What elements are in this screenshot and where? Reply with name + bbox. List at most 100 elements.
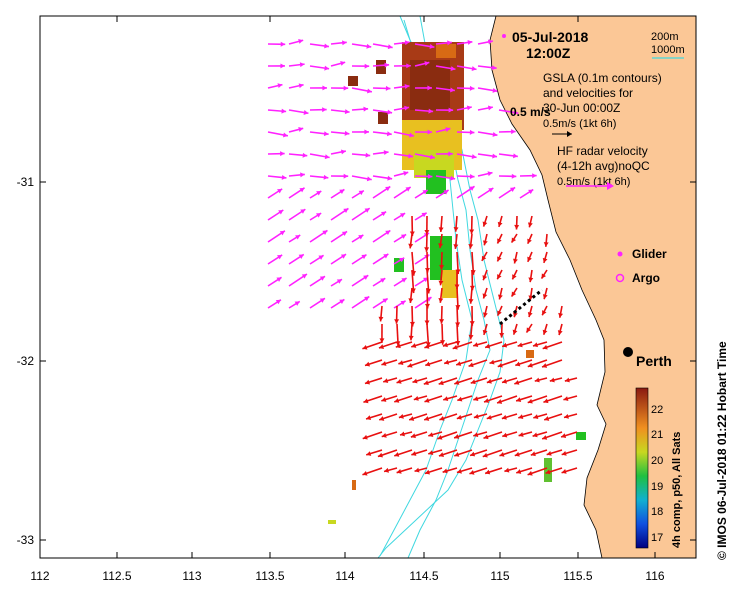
hf-vector-head <box>277 83 283 89</box>
gsla-vector-head <box>469 285 475 291</box>
hf-vector-head <box>467 39 473 45</box>
gsla-vector-head <box>454 452 460 457</box>
hf-vector-head <box>448 107 454 113</box>
gsla-vector-head <box>526 327 532 333</box>
gsla-vector-head <box>564 377 570 383</box>
hf-vector-head <box>344 130 350 136</box>
gsla-vector-head <box>542 329 548 335</box>
gsla-vector-head <box>414 467 420 473</box>
gsla-vector-head <box>501 378 508 384</box>
hf-vector-head <box>404 84 410 89</box>
gsla-vector-head <box>542 257 548 263</box>
hf-vector-head <box>469 129 475 135</box>
gsla-vector-head <box>379 416 385 421</box>
hf-vector-head <box>387 109 393 115</box>
hf-vector-head <box>358 190 364 196</box>
hf-vector-head <box>401 278 407 283</box>
gsla-vector-head <box>541 273 547 279</box>
hf-vector-head <box>358 234 364 240</box>
hf-vector-head <box>492 132 498 137</box>
gsla-vector-head <box>377 452 383 458</box>
gsla-vector-head <box>378 316 384 322</box>
hf-vector-head <box>364 208 370 213</box>
gsla-vector-head <box>518 414 524 420</box>
gsla-vector-head <box>527 398 533 404</box>
gsla-vector-head <box>504 467 510 473</box>
hf-vector-head <box>469 186 475 191</box>
sst-pixel-green-1 <box>394 258 404 272</box>
argo-label: Argo <box>632 271 660 285</box>
gsla-vector-head <box>408 243 414 249</box>
hf-vector-head <box>406 63 411 69</box>
hf-vector-head <box>469 174 475 180</box>
gsla-vector-head <box>379 338 385 343</box>
gsla-vector-head <box>517 342 523 348</box>
colorbar-tick: 22 <box>651 404 663 416</box>
gsla-vector-head <box>408 335 414 341</box>
gsla-vector-head <box>409 231 415 236</box>
hf-vector-head <box>343 173 349 179</box>
gsla-vector-head <box>438 452 444 457</box>
hf-vector-head <box>448 151 453 157</box>
colorbar-label: 4h comp, p50, All Sats <box>671 432 683 548</box>
depth-legend-200m: 200m <box>651 31 679 43</box>
hf-vector-head <box>471 154 477 160</box>
x-tick-label: 112 <box>30 569 49 583</box>
hf-vector-head <box>382 298 388 304</box>
gsla-vector-head <box>411 343 417 348</box>
hf-vector-head <box>488 187 494 193</box>
gsla-vector-head <box>443 396 449 402</box>
gsla-vector-head <box>381 397 387 402</box>
hf-vector-head <box>450 175 456 181</box>
gsla-vector-head <box>546 450 552 456</box>
hf-vector-head <box>300 172 305 178</box>
gsla-vector-head <box>558 312 564 318</box>
colorbar-tick: 19 <box>651 481 663 493</box>
hf-vector-head <box>363 275 369 280</box>
colorbar <box>635 387 649 549</box>
credit-text: © IMOS 06-Jul-2018 01:22 Hobart Time <box>715 341 729 560</box>
hf-vector-head <box>427 173 433 179</box>
gsla-vector-head <box>469 229 475 235</box>
hf-vector-head <box>364 296 370 302</box>
gsla-vector-head <box>497 294 503 300</box>
gsla-vector-head <box>468 362 474 368</box>
hf-vector-head <box>344 109 350 115</box>
hf-vector-head <box>384 62 390 68</box>
hf-vector-head <box>364 63 370 69</box>
hf-vector-head <box>471 66 477 72</box>
gsla-vector-head <box>468 243 474 249</box>
x-axis-labels: 112 112.5 113 113.5 114 114.5 115 115.5 … <box>30 569 664 583</box>
gsla-vector-head <box>485 469 491 475</box>
gsla-vector-head <box>439 416 445 421</box>
hf-vector-head <box>300 209 306 214</box>
gsla-vector-head <box>398 360 404 365</box>
gsla-vector-head <box>424 247 430 252</box>
gsla-vector-head <box>424 344 430 349</box>
gsla-vector-head <box>543 242 549 247</box>
hf-vector-head <box>469 85 475 91</box>
gsla-vector-head <box>527 470 533 476</box>
gsla-vector-head <box>456 414 462 420</box>
hf-vector-head <box>322 230 328 235</box>
sst-pixel-green-3 <box>544 458 552 482</box>
gsla-vector-head <box>561 433 567 438</box>
map-time: 12:00Z <box>526 45 571 61</box>
hf-label-1: HF radar velocity <box>557 144 648 158</box>
gsla-vector-head <box>527 256 532 262</box>
gsla-vector-head <box>528 277 534 283</box>
sst-pixel-yellow-1 <box>328 520 336 524</box>
x-tick-label: 113.5 <box>255 569 284 583</box>
gsla-vector-head <box>366 451 372 456</box>
gsla-vector-head <box>438 280 444 286</box>
depth-legend-1000m: 1000m <box>651 44 685 56</box>
hf-vector-head <box>278 210 284 215</box>
hf-vector-head <box>295 235 301 240</box>
hf-vector-head <box>276 277 282 282</box>
gsla-label-3: 30-Jun 00:00Z <box>543 101 620 115</box>
gsla-vector-head <box>473 432 479 438</box>
gsla-vector-head <box>424 397 430 403</box>
colorbar-tick: 18 <box>651 506 663 518</box>
hf-vector-head <box>385 230 391 236</box>
